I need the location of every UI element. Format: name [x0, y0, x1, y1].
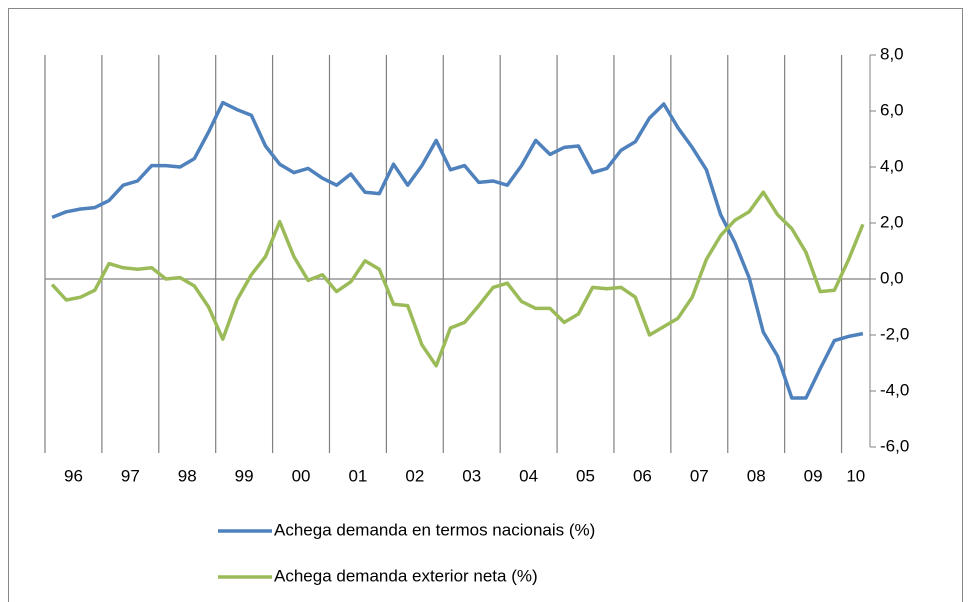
- x-tick-label: 04: [519, 466, 538, 485]
- x-tick-label: 09: [804, 466, 823, 485]
- x-tick-label: 06: [633, 466, 652, 485]
- series-line: [51, 100, 864, 400]
- x-tick-label: 01: [348, 466, 367, 485]
- x-tick-label: 03: [462, 466, 481, 485]
- x-tick-label: 02: [405, 466, 424, 485]
- y-tick-label: 6,0: [880, 100, 904, 119]
- x-tick-label: 98: [178, 466, 197, 485]
- y-tick-label: 0,0: [880, 268, 904, 287]
- y-tick-label: 4,0: [880, 156, 904, 175]
- x-tick-label: 10: [846, 466, 865, 485]
- y-tick-label: -4,0: [880, 380, 909, 399]
- chart-border: [8, 8, 963, 602]
- x-tick-label: 05: [576, 466, 595, 485]
- legend-label: Achega demanda exterior neta (%): [274, 566, 538, 585]
- y-tick-label: 2,0: [880, 212, 904, 231]
- x-tick-label: 08: [747, 466, 766, 485]
- legend-label: Achega demanda en termos nacionais (%): [274, 520, 595, 539]
- x-tick-label: 00: [292, 466, 311, 485]
- x-tick-label: 99: [235, 466, 254, 485]
- x-tick-label: 96: [64, 466, 83, 485]
- y-tick-label: -2,0: [880, 324, 909, 343]
- series-line: [50, 190, 865, 368]
- x-tick-label: 07: [690, 466, 709, 485]
- y-tick-label: 8,0: [880, 44, 904, 63]
- y-tick-label: -6,0: [880, 436, 909, 455]
- x-tick-label: 97: [121, 466, 140, 485]
